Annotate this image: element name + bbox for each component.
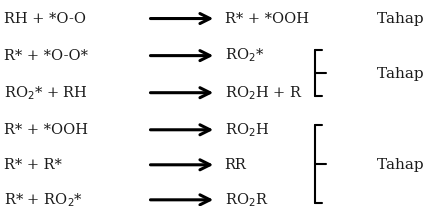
Text: RR: RR [225,158,247,172]
Text: R* + *OOH: R* + *OOH [4,123,88,137]
Text: Tahap propagasi: Tahap propagasi [377,67,428,81]
Text: R* + *OOH: R* + *OOH [225,12,309,26]
Text: R* + R*: R* + R* [4,158,62,172]
Text: R* + *O-O*: R* + *O-O* [4,49,88,63]
Text: RO$_2$* + RH: RO$_2$* + RH [4,84,88,102]
Text: R* + RO$_2$*: R* + RO$_2$* [4,191,83,206]
Text: RO$_2$H: RO$_2$H [225,121,269,139]
Text: Tahap terminasi: Tahap terminasi [377,158,428,172]
Text: RO$_2$H + R: RO$_2$H + R [225,84,303,102]
Text: RO$_2$R: RO$_2$R [225,191,268,206]
Text: RH + *O-O: RH + *O-O [4,12,86,26]
Text: Tahap inisiasi: Tahap inisiasi [377,12,428,26]
Text: RO$_2$*: RO$_2$* [225,47,264,64]
